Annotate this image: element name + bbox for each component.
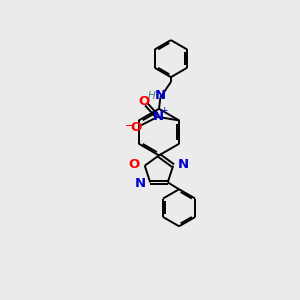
- Text: N: N: [155, 89, 166, 103]
- Text: +: +: [160, 106, 168, 116]
- Text: N: N: [153, 110, 164, 123]
- Text: N: N: [135, 177, 146, 190]
- Text: O: O: [128, 158, 140, 171]
- Text: O: O: [130, 121, 142, 134]
- Text: O: O: [138, 95, 149, 108]
- Text: H: H: [147, 91, 155, 101]
- Text: −: −: [125, 119, 135, 132]
- Text: N: N: [178, 158, 189, 171]
